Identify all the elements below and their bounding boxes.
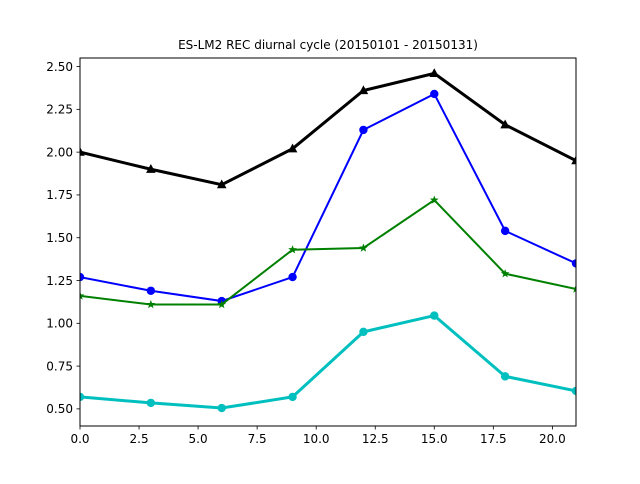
- series-3-point: [288, 245, 297, 254]
- series-1-point: [500, 119, 510, 129]
- y-tick-label: 1.25: [46, 274, 73, 288]
- series-4-point: [80, 392, 85, 402]
- y-tick-label: 2.25: [46, 103, 73, 117]
- x-tick-label: 20.0: [539, 432, 566, 446]
- series-1-point: [146, 164, 156, 173]
- y-tick-label: 2.00: [46, 145, 73, 159]
- x-tick-label: 15.0: [421, 432, 448, 446]
- series-1-point: [80, 146, 85, 156]
- series-4-point: [571, 386, 576, 396]
- series-3-line: [80, 198, 576, 306]
- series-group: [80, 68, 576, 413]
- y-tick-label: 1.75: [46, 188, 73, 202]
- series-1-point: [287, 143, 298, 153]
- series-3-point: [429, 195, 439, 204]
- series-3-point: [359, 243, 368, 252]
- series-1-point: [216, 179, 227, 189]
- series-1-line: [80, 71, 576, 187]
- series-1-point: [358, 85, 369, 95]
- series-4-point: [500, 372, 510, 381]
- chart-title: ES-LM2 REC diurnal cycle (20150101 - 201…: [178, 38, 478, 52]
- series-4-point: [217, 403, 226, 413]
- series-3-point: [80, 291, 85, 300]
- series-1-point: [571, 155, 576, 165]
- series-2-point: [359, 125, 368, 135]
- plot-area: 0.0 2.5 5.0 7.5 10.0 12.5 15.0 17.5 20.0 0.50 0.75…: [46, 57, 577, 446]
- y-tick-label: 1.50: [46, 231, 73, 245]
- series-1-point: [429, 68, 440, 78]
- series-4-line: [80, 313, 576, 410]
- series-3-point: [571, 284, 576, 293]
- y-tick-label: 1.00: [46, 317, 73, 331]
- axes-frame: [79, 57, 577, 427]
- series-3-point: [500, 269, 510, 278]
- series-4-point: [288, 392, 297, 402]
- series-2-point: [146, 286, 156, 295]
- x-tick-label: 10.0: [303, 432, 330, 446]
- series-3-point: [146, 299, 156, 309]
- series-2-point: [80, 272, 85, 282]
- y-tick-label: 0.50: [46, 402, 73, 416]
- series-4-point: [430, 311, 439, 320]
- x-tick-label: 17.5: [480, 432, 507, 446]
- series-2-point: [500, 226, 510, 236]
- series-2-point: [430, 89, 439, 99]
- series-2-line: [80, 92, 576, 303]
- x-tick-label: 7.5: [248, 432, 267, 446]
- series-2-point: [571, 259, 576, 268]
- x-tick-label: 0.0: [70, 432, 89, 446]
- series-2-point: [288, 272, 297, 282]
- x-tick-label: 12.5: [362, 432, 389, 446]
- series-4-point: [146, 398, 156, 408]
- y-tick-label: 2.50: [46, 60, 73, 74]
- series-3-point: [217, 299, 227, 309]
- x-tick-label: 5.0: [189, 432, 208, 446]
- series-4-point: [359, 327, 368, 337]
- x-tick-label: 2.5: [130, 432, 149, 446]
- y-tick-label: 0.75: [46, 359, 73, 373]
